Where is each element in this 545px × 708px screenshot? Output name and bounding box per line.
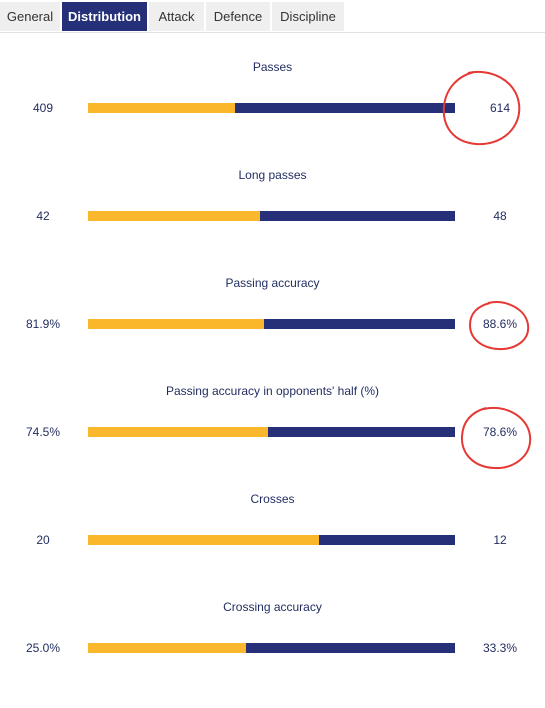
stat-title: Long passes — [238, 168, 307, 182]
right-team-value: 614 — [489, 101, 511, 115]
stat-long-passes: Long passes 42 48 — [0, 168, 545, 276]
right-team-value: 12 — [493, 533, 507, 547]
stat-title: Crosses — [250, 492, 295, 506]
stat-passing-accuracy-opponents-half: Passing accuracy in opponents' half (%) … — [0, 384, 545, 492]
right-team-bar — [319, 535, 455, 545]
stat-passes: Passes 409 614 — [0, 60, 545, 168]
left-team-value: 81.9% — [25, 317, 61, 331]
stat-passing-accuracy: Passing accuracy 81.9% 88.6% — [0, 276, 545, 384]
right-team-bar — [234, 103, 455, 113]
right-team-bar — [245, 643, 455, 653]
left-team-bar — [88, 211, 261, 221]
stat-crosses: Crosses 20 12 — [0, 492, 545, 600]
stat-title: Passes — [252, 60, 293, 74]
left-team-bar — [88, 427, 268, 437]
right-team-value: 48 — [493, 209, 507, 223]
left-team-value: 42 — [36, 209, 50, 223]
left-team-bar — [88, 643, 246, 653]
stat-title: Passing accuracy — [225, 276, 320, 290]
right-team-bar — [260, 211, 455, 221]
left-team-bar — [88, 535, 320, 545]
stat-title: Crossing accuracy — [223, 600, 322, 614]
right-team-value: 88.6% — [482, 317, 518, 331]
left-team-value: 74.5% — [25, 425, 61, 439]
left-team-bar — [88, 103, 235, 113]
comparison-bar — [88, 535, 455, 545]
tab-general[interactable]: General — [0, 2, 61, 31]
left-team-bar — [88, 319, 265, 329]
stat-title: Passing accuracy in opponents' half (%) — [165, 384, 380, 398]
left-team-value: 409 — [32, 101, 54, 115]
left-team-value: 25.0% — [25, 641, 61, 655]
right-team-bar — [264, 319, 455, 329]
stat-crossing-accuracy: Crossing accuracy 25.0% 33.3% — [0, 600, 545, 708]
comparison-bar — [88, 103, 455, 113]
comparison-bar — [88, 427, 455, 437]
tab-discipline[interactable]: Discipline — [272, 2, 345, 31]
right-team-value: 33.3% — [482, 641, 518, 655]
left-team-value: 20 — [36, 533, 50, 547]
right-team-value: 78.6% — [482, 425, 518, 439]
tab-attack[interactable]: Attack — [149, 2, 205, 31]
comparison-bar — [88, 319, 455, 329]
stats-tab-bar: General Distribution Attack Defence Disc… — [0, 0, 545, 33]
right-team-bar — [267, 427, 455, 437]
tab-distribution[interactable]: Distribution — [62, 2, 148, 31]
comparison-bar — [88, 211, 455, 221]
comparison-bar — [88, 643, 455, 653]
tab-defence[interactable]: Defence — [206, 2, 271, 31]
